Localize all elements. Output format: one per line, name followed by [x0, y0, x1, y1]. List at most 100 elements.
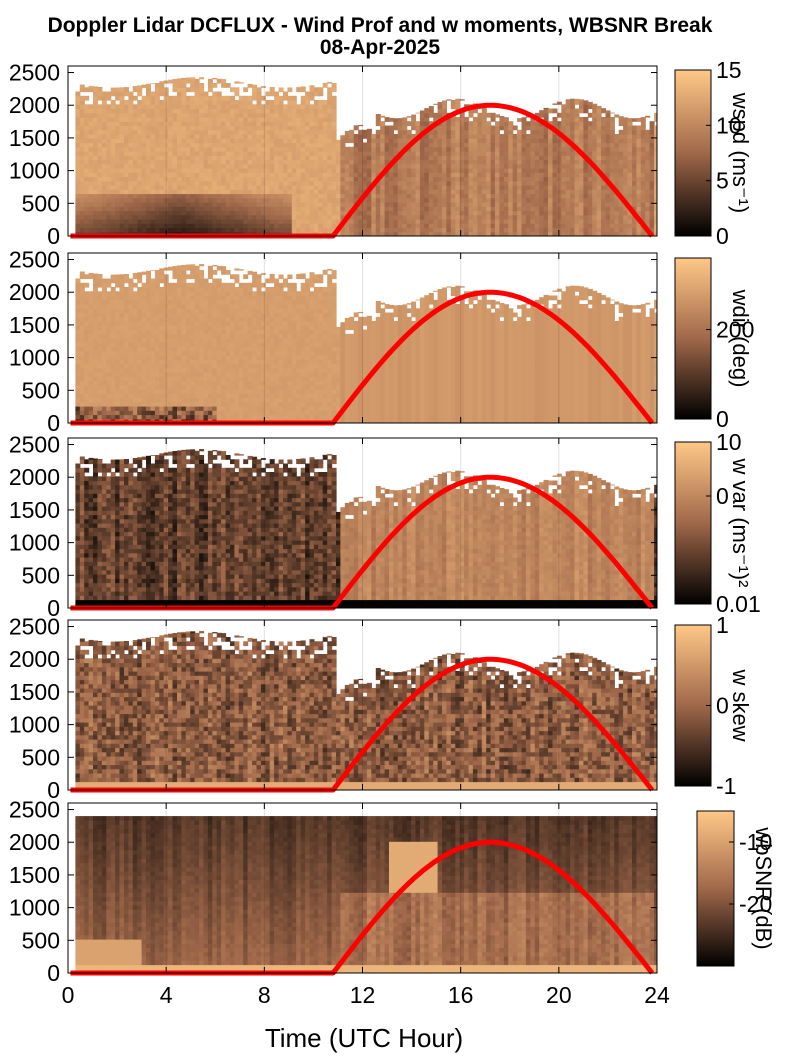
- heatmap-cell: [106, 384, 112, 390]
- heatmap-cell: [238, 193, 244, 199]
- heatmap-cell: [583, 172, 589, 178]
- heatmap-cell: [349, 180, 355, 186]
- heatmap-cell: [260, 138, 266, 144]
- heatmap-cell: [101, 355, 107, 360]
- heatmap-cell: [296, 151, 302, 156]
- heatmap-cell: [587, 197, 593, 203]
- heatmap-cell: [154, 108, 160, 114]
- heatmap-cell: [437, 223, 443, 229]
- heatmap-cell: [340, 142, 346, 148]
- heatmap-cell: [561, 168, 567, 173]
- heatmap-cell: [137, 299, 143, 305]
- heatmap-cell: [583, 185, 589, 190]
- heatmap-cell: [389, 155, 394, 161]
- heatmap-cell: [499, 223, 505, 229]
- heatmap-cell: [349, 231, 355, 236]
- heatmap-cell: [225, 206, 231, 212]
- heatmap-cell: [119, 168, 125, 173]
- heatmap-cell: [428, 180, 434, 186]
- heatmap-cell: [442, 100, 447, 105]
- heatmap-cell: [154, 401, 160, 407]
- heatmap-cell: [512, 172, 518, 178]
- heatmap-cell: [318, 189, 324, 195]
- heatmap-cell: [305, 189, 311, 195]
- heatmap-cell: [539, 155, 545, 161]
- heatmap-cell: [433, 176, 439, 182]
- heatmap-cell: [115, 117, 121, 122]
- heatmap-cell: [79, 117, 85, 122]
- heatmap-cell: [106, 125, 112, 131]
- heatmap-cell: [455, 193, 461, 199]
- heatmap-cell: [415, 206, 421, 212]
- heatmap-cell: [163, 325, 169, 331]
- heatmap-cell: [163, 389, 169, 394]
- heatmap-cell: [358, 189, 364, 195]
- heatmap-cell: [623, 206, 629, 212]
- heatmap-cell: [574, 142, 580, 148]
- heatmap-cell: [207, 206, 213, 212]
- heatmap-cell: [362, 168, 368, 173]
- heatmap-cell: [318, 138, 324, 144]
- heatmap-cell: [163, 129, 169, 135]
- heatmap-cell: [561, 125, 567, 131]
- heatmap-cell: [75, 223, 81, 229]
- heatmap-cell: [340, 138, 346, 144]
- heatmap-cell: [146, 338, 151, 343]
- heatmap-cell: [132, 321, 138, 326]
- heatmap-cell: [84, 146, 90, 152]
- heatmap-cell: [565, 134, 571, 139]
- heatmap-cell: [221, 176, 227, 182]
- heatmap-cell: [93, 274, 98, 280]
- heatmap-cell: [265, 193, 271, 199]
- heatmap-cell: [627, 146, 633, 152]
- heatmap-cell: [305, 117, 311, 122]
- heatmap-cell: [221, 180, 227, 186]
- heatmap-cell: [88, 223, 94, 229]
- heatmap-cell: [101, 304, 107, 309]
- heatmap-cell: [199, 95, 205, 101]
- heatmap-cell: [172, 299, 178, 305]
- heatmap-cell: [146, 393, 151, 399]
- heatmap-cell: [358, 172, 364, 178]
- heatmap-cell: [455, 180, 461, 186]
- heatmap-cell: [543, 193, 549, 199]
- heatmap-cell: [406, 159, 412, 165]
- heatmap-cell: [177, 83, 182, 88]
- heatmap-cell: [163, 372, 169, 377]
- heatmap-cell: [517, 118, 523, 122]
- heatmap-cell: [371, 142, 377, 148]
- heatmap-cell: [124, 193, 129, 199]
- heatmap-cell: [419, 110, 425, 114]
- heatmap-cell: [636, 163, 642, 169]
- heatmap-cell: [331, 138, 337, 144]
- heatmap-cell: [265, 117, 271, 122]
- heatmap-cell: [442, 168, 447, 173]
- heatmap-cell: [106, 321, 112, 326]
- heatmap-cell: [252, 108, 258, 114]
- heatmap-cell: [146, 172, 151, 178]
- heatmap-cell: [583, 231, 589, 236]
- heatmap-cell: [534, 219, 540, 224]
- heatmap-cell: [601, 146, 606, 152]
- heatmap-cell: [269, 206, 275, 212]
- heatmap-cell: [168, 159, 174, 165]
- heatmap-cell: [477, 155, 483, 161]
- heatmap-cell: [225, 129, 231, 135]
- heatmap-cell: [614, 176, 620, 182]
- heatmap-cell: [278, 125, 284, 131]
- heatmap-cell: [163, 346, 169, 352]
- heatmap-cell: [150, 406, 156, 411]
- heatmap-cell: [150, 117, 156, 122]
- heatmap-cell: [384, 197, 390, 203]
- y-tick-label: 2500: [9, 60, 60, 86]
- heatmap-cell: [84, 206, 90, 212]
- heatmap-cell: [313, 146, 319, 152]
- heatmap-cell: [609, 112, 615, 114]
- heatmap-cell: [124, 87, 129, 88]
- heatmap-cell: [583, 129, 589, 135]
- heatmap-cell: [243, 104, 249, 110]
- heatmap-cell: [605, 138, 611, 144]
- heatmap-cell: [437, 206, 443, 212]
- heatmap-cell: [247, 159, 253, 165]
- heatmap-cell: [389, 231, 394, 236]
